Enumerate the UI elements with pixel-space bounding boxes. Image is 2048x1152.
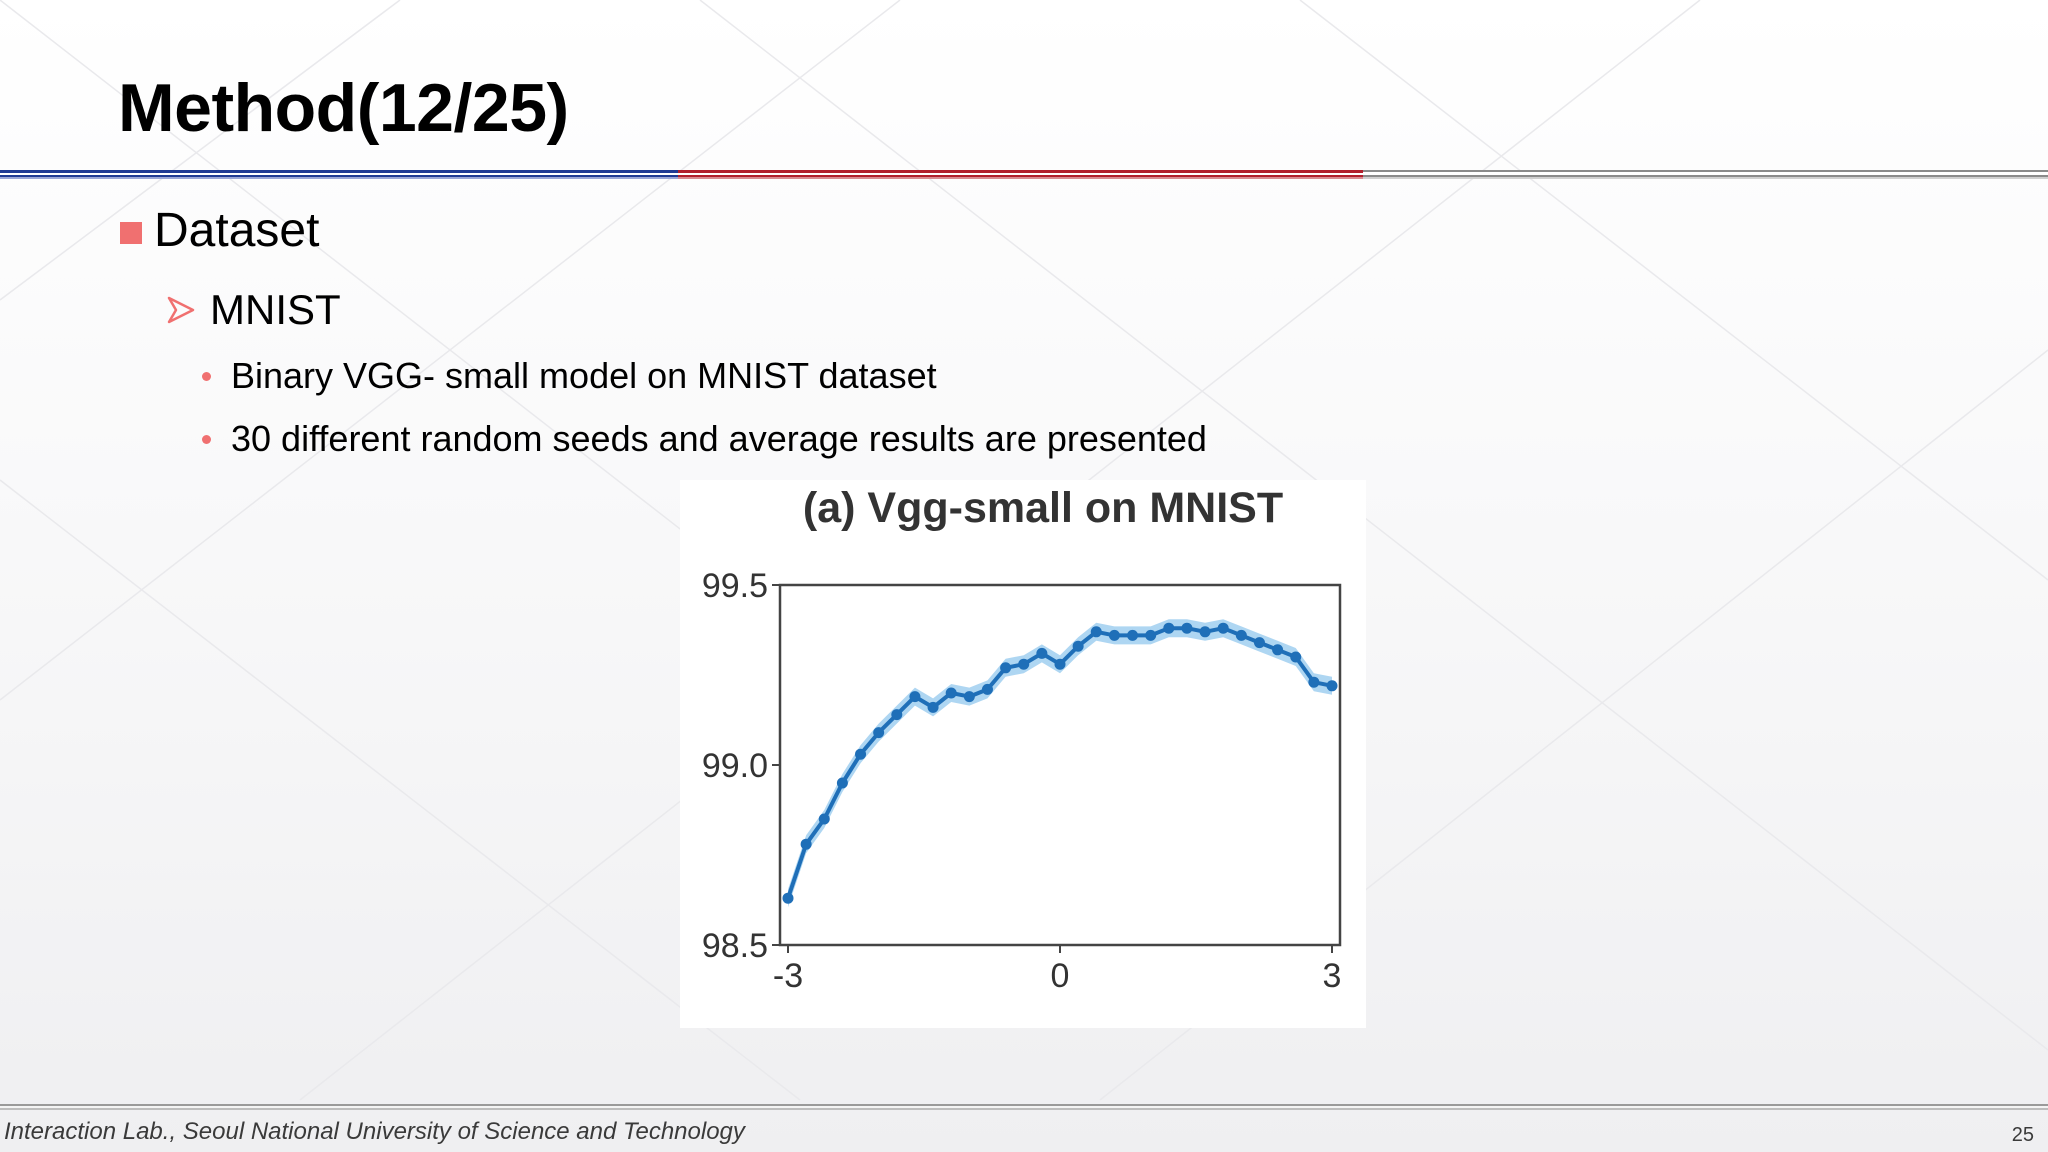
footer-divider [0, 1104, 2048, 1110]
data-point [1090, 626, 1102, 638]
data-point [1199, 626, 1211, 638]
data-point [818, 813, 830, 825]
bullet-level3-text: 30 different random seeds and average re… [231, 418, 1207, 459]
dot-bullet-icon [202, 434, 211, 444]
y-tick-label: 98.5 [702, 927, 768, 965]
arrow-bullet-icon [167, 296, 195, 324]
title-divider [0, 170, 2048, 179]
data-point [891, 709, 903, 721]
data-point [1217, 622, 1229, 634]
data-point [909, 691, 921, 703]
x-tick-label: -3 [773, 957, 803, 995]
data-point [1072, 640, 1084, 652]
bullet-level1-text: Dataset [154, 203, 320, 257]
data-point [1181, 622, 1193, 634]
y-tick-label: 99.5 [702, 567, 768, 605]
data-point [1145, 629, 1157, 641]
data-point [1326, 680, 1338, 692]
square-bullet-icon [120, 222, 142, 244]
slide-title: Method(12/25) [118, 70, 569, 146]
data-point [1235, 629, 1247, 641]
chart-svg: (a) Vgg-small on MNIST 99.5 99.0 98.5-3 0 3 [702, 484, 1342, 995]
data-point [1036, 647, 1048, 659]
title-divider-gray-segment [1363, 170, 2048, 179]
bullet-level1: Dataset [120, 203, 320, 257]
data-point [945, 687, 957, 699]
bullet-level2: MNIST [166, 286, 341, 334]
bullet-level3: Binary VGG- small model on MNIST dataset [202, 354, 937, 398]
footer-text: Interaction Lab., Seoul National Univers… [4, 1118, 745, 1145]
data-point [782, 892, 794, 904]
x-tick-label: 3 [1323, 957, 1342, 995]
data-point [981, 683, 993, 695]
bullet-level3: 30 different random seeds and average re… [202, 417, 1207, 461]
dot-bullet-icon [202, 371, 211, 381]
chart-title: (a) Vgg-small on MNIST [803, 484, 1283, 532]
data-point [1253, 637, 1265, 649]
data-point [1163, 622, 1175, 634]
data-point [1308, 676, 1320, 688]
data-point [855, 748, 867, 760]
data-point [1290, 651, 1302, 663]
page-number: 25 [2011, 1124, 2034, 1146]
x-tick-label: 0 [1051, 957, 1070, 995]
data-point [800, 838, 812, 850]
bullet-level3-text: Binary VGG- small model on MNIST dataset [231, 355, 937, 396]
bullet-level2-text: MNIST [210, 286, 341, 333]
data-point [1272, 644, 1284, 656]
data-point [836, 777, 848, 789]
data-point [927, 701, 939, 713]
title-divider-red-segment [678, 170, 1363, 179]
data-point [1000, 662, 1012, 674]
y-tick-label: 99.0 [702, 747, 768, 785]
data-point [873, 727, 885, 739]
title-divider-blue-segment [0, 170, 678, 179]
chart-figure: (a) Vgg-small on MNIST 99.5 99.0 98.5 -3 0 3 [680, 480, 1366, 1028]
data-point [963, 691, 975, 703]
data-point [1054, 658, 1066, 670]
data-point [1108, 629, 1120, 641]
data-point [1018, 658, 1030, 670]
data-point [1127, 629, 1139, 641]
